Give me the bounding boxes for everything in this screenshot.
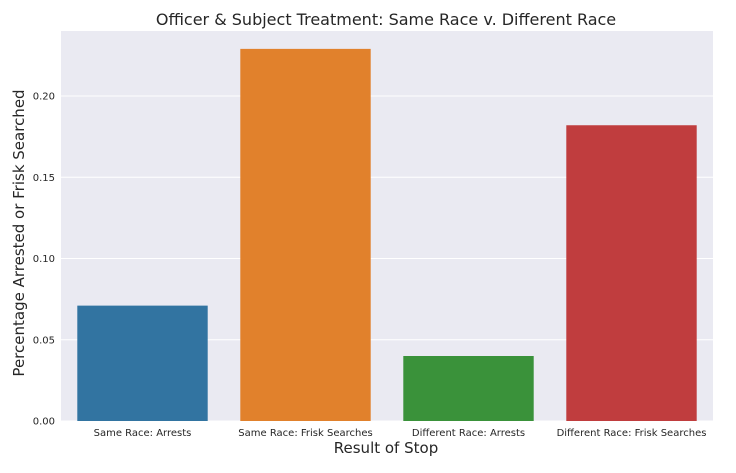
bar <box>566 125 697 421</box>
x-tick-label: Different Race: Arrests <box>412 428 525 439</box>
y-tick-labels: 0.00 0.05 0.10 0.15 0.20 <box>33 92 55 428</box>
y-tick-label: 0.05 <box>33 335 55 346</box>
y-axis-title: Percentage Arrested or Frisk Searched <box>10 89 28 376</box>
chart-title: Officer & Subject Treatment: Same Race v… <box>156 10 616 29</box>
x-tick-label: Same Race: Arrests <box>94 428 192 439</box>
y-tick-label: 0.20 <box>33 92 55 103</box>
bar <box>240 48 371 421</box>
x-tick-labels: Same Race: Arrests Same Race: Frisk Searc… <box>94 428 707 439</box>
x-axis-title: Result of Stop <box>334 439 438 457</box>
x-tick-label: Different Race: Frisk Searches <box>557 428 707 439</box>
bar <box>403 356 534 421</box>
y-tick-label: 0.00 <box>33 417 55 428</box>
y-tick-label: 0.15 <box>33 173 55 184</box>
x-tick-label: Same Race: Frisk Searches <box>238 428 372 439</box>
bar <box>77 305 208 421</box>
bars <box>77 48 697 421</box>
y-tick-label: 0.10 <box>33 254 55 265</box>
